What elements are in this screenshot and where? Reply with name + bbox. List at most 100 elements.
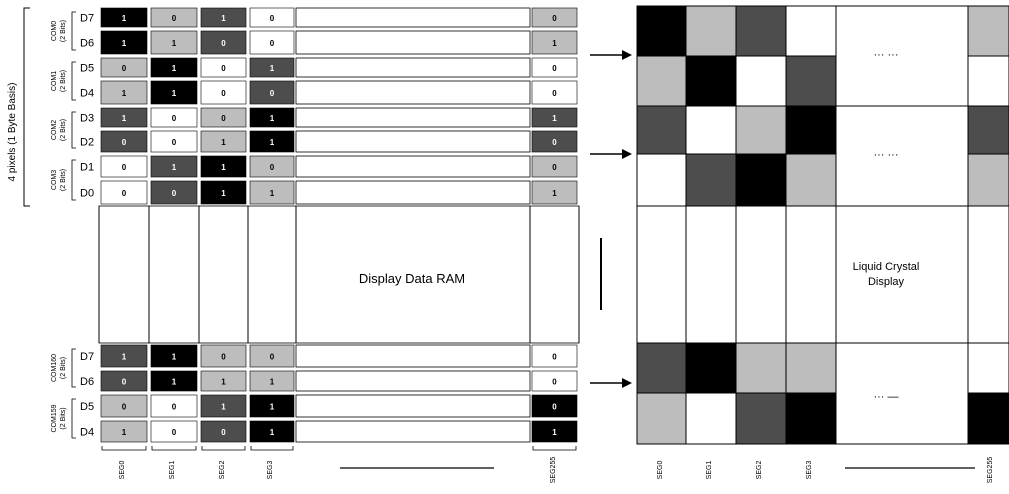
- ram-bottom-gap-cell: [295, 370, 531, 392]
- ram-top-bit-value: 0: [122, 64, 127, 73]
- ram-top-bit-value: 1: [122, 14, 127, 23]
- lcd-top-pixel: [967, 5, 1009, 57]
- ram-top-cell: [200, 155, 247, 178]
- lcd-bottom-pixel: [785, 392, 837, 445]
- top-pair-bracket: [71, 159, 76, 201]
- top-bit-label: D7: [80, 13, 94, 25]
- ram-bottom-gap-cell: [295, 420, 531, 443]
- ram-top-cell: [150, 107, 198, 128]
- ram-bottom-cell: [249, 370, 295, 392]
- ram-middle-region: [98, 205, 580, 344]
- lcd-top-pixel: [636, 105, 687, 155]
- ram-top-cell: [100, 107, 148, 128]
- ram-bottom-cell: [531, 420, 578, 443]
- lcd-seg-label: SEG0: [657, 461, 664, 480]
- ram-top-cell: [249, 107, 295, 128]
- ram-top-gap-cell: [295, 180, 531, 205]
- top-bit-label: D5: [80, 63, 94, 75]
- ram-bottom-bit-value: 1: [122, 428, 127, 437]
- svg-text:COM159: COM159: [51, 404, 58, 432]
- ram-top-cell: [531, 7, 578, 28]
- ram-bottom-bit-value: 0: [552, 403, 557, 412]
- lcd-top-pixel: [685, 5, 737, 57]
- ram-bottom-bit-value: 0: [172, 403, 177, 412]
- ram-top-bit-value: 0: [552, 163, 557, 172]
- ram-column-bracket: [532, 446, 577, 451]
- ram-top-cell: [100, 57, 148, 78]
- ram-title: Display Data RAM: [359, 271, 465, 286]
- bottom-com-label: COM160 (2 Bits): [51, 354, 67, 382]
- ram-bottom-bit-value: 0: [221, 353, 226, 362]
- ram-bottom-cell: [100, 370, 148, 392]
- ram-seg-label: SEG0: [119, 461, 126, 480]
- ram-top-cell: [150, 7, 198, 28]
- ram-bottom-bit-value: 0: [122, 403, 127, 412]
- ram-top-cell: [150, 130, 198, 153]
- com-label-group: COM0 (2 Bits)COM1 (2 Bits)COM2 (2 Bits)COM3…: [51, 20, 67, 433]
- ram-top-cell: [100, 130, 148, 153]
- svg-text:(2 Bits): (2 Bits): [60, 70, 67, 92]
- ram-top-bit-value: 0: [270, 163, 275, 172]
- ram-top-bit-value: 0: [552, 64, 557, 73]
- ram-top-bit-value: 0: [552, 89, 557, 98]
- ram-top-bit-value: 1: [270, 189, 275, 198]
- svg-text:COM3: COM3: [51, 170, 58, 190]
- ram-top-cell: [531, 107, 578, 128]
- bottom-bit-label: D5: [80, 401, 94, 413]
- ram-bottom-bit-value: 1: [122, 353, 127, 362]
- ram-top-cell: [531, 155, 578, 178]
- ram-top-cell: [249, 130, 295, 153]
- ram-top-bit-value: 0: [552, 138, 557, 147]
- arrow-icon-bottom: [590, 378, 632, 388]
- ram-bottom-cell: [100, 394, 148, 418]
- svg-text:COM0: COM0: [51, 21, 58, 41]
- ram-bottom-cell: [200, 344, 247, 368]
- arrow-icon-mid: [590, 149, 632, 159]
- ram-bottom-cell: [200, 394, 247, 418]
- ram-top-cell: [100, 80, 148, 105]
- lcd-bottom-pixel: [636, 342, 687, 394]
- ram-top-cell: [531, 80, 578, 105]
- top-bit-label: D1: [80, 162, 94, 174]
- ram-top-cell: [100, 30, 148, 55]
- ram-top-cell: [150, 30, 198, 55]
- lcd-top-pixel: [785, 5, 837, 57]
- ram-bottom-bit-value: 1: [221, 403, 226, 412]
- svg-text:(2 Bits): (2 Bits): [60, 169, 67, 191]
- svg-text:(2 Bits): (2 Bits): [60, 20, 67, 42]
- ram-seg-label: SEG2: [219, 461, 226, 480]
- bottom-bit-label: D6: [80, 376, 94, 388]
- lcd-bottom-pixel: [967, 392, 1009, 445]
- lcd-seg-label: SEG2: [756, 461, 763, 480]
- lcd-top-pixel: [735, 5, 787, 57]
- ram-top-bit-value: 1: [122, 39, 127, 48]
- ram-bottom-bit-value: 1: [172, 353, 177, 362]
- ram-top-bit-value: 1: [172, 163, 177, 172]
- lcd-top-pixel: [785, 153, 837, 207]
- lcd-top-pixel: [685, 105, 737, 155]
- ram-top-bit-value: 0: [270, 39, 275, 48]
- lcd-ellipsis-bottom: ··· —: [873, 391, 898, 403]
- svg-text:(2 Bits): (2 Bits): [60, 357, 67, 379]
- lcd-ellipsis-top: ··· ···: [873, 49, 898, 61]
- seg-label-group: SEG0 SEG1 SEG2 SEG3 SEG255 SEG0 SEG1 SEG2 SEG3 SE…: [101, 446, 994, 484]
- ram-top-cell: [249, 57, 295, 78]
- ram-top-bit-value: 0: [172, 14, 177, 23]
- top-bit-label: D6: [80, 38, 94, 50]
- bottom-com-label: COM159 (2 Bits): [51, 404, 67, 432]
- ram-top-bit-value: 1: [172, 39, 177, 48]
- lcd-top-pixel: [735, 55, 787, 107]
- ram-top-cell: [249, 80, 295, 105]
- ram-bottom-bit-value: 1: [270, 428, 275, 437]
- ram-top-cell: [531, 180, 578, 205]
- ram-top-bit-value: 0: [552, 14, 557, 23]
- ram-seg-label: SEG3: [267, 461, 274, 480]
- ram-top-bit-value: 1: [122, 89, 127, 98]
- ram-seg-label: SEG255: [550, 457, 557, 484]
- bottom-bit-label: D4: [80, 427, 94, 439]
- top-bit-label: D3: [80, 113, 94, 125]
- ram-top-bit-value: 1: [172, 64, 177, 73]
- ram-top-bit-value: 0: [270, 89, 275, 98]
- bottom-bit-label: D7: [80, 351, 94, 363]
- ram-bottom-cell: [249, 420, 295, 443]
